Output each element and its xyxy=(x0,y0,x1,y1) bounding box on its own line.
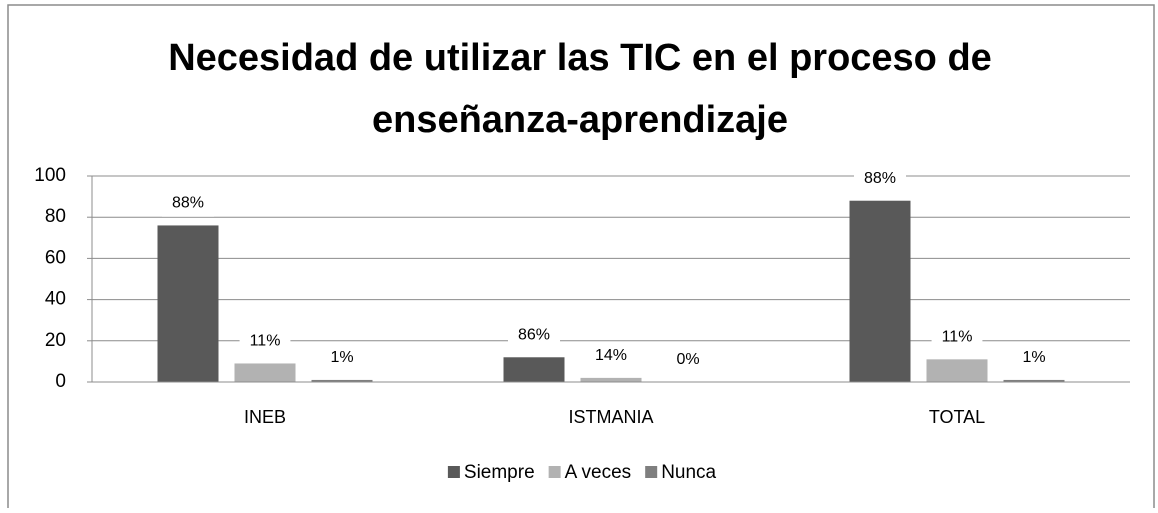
bar xyxy=(311,379,373,382)
data-label-bg xyxy=(161,189,215,217)
title-line: enseñanza-aprendizaje xyxy=(372,99,788,141)
bar xyxy=(926,359,988,382)
title-line: Necesidad de utilizar las TIC en el proc… xyxy=(168,37,992,79)
bar xyxy=(849,200,911,382)
legend: Siempre A veces Nunca xyxy=(447,462,717,483)
x-tick-label: ISTMANIA xyxy=(568,407,653,427)
data-label-bg xyxy=(666,346,710,374)
data-label: 1% xyxy=(330,349,353,366)
legend-label: A veces xyxy=(565,462,632,483)
data-label: 14% xyxy=(595,347,627,364)
data-label: 88% xyxy=(864,170,896,187)
y-tick-label: 80 xyxy=(45,206,66,227)
data-label-bg xyxy=(507,321,561,349)
bar xyxy=(1003,379,1065,382)
x-tick-label: INEB xyxy=(244,407,286,427)
data-label: 11% xyxy=(942,329,973,346)
y-tick-label: 60 xyxy=(45,247,66,268)
data-label: 88% xyxy=(172,195,204,212)
data-label: 11% xyxy=(250,333,281,350)
data-label-bg xyxy=(584,342,638,370)
data-label-bg xyxy=(853,164,907,192)
data-label: 86% xyxy=(518,326,550,343)
legend-label: Nunca xyxy=(661,462,716,483)
bar xyxy=(503,357,565,382)
data-label: 0% xyxy=(676,351,699,368)
data-label-bg xyxy=(931,323,983,351)
data-label-bg xyxy=(320,344,364,372)
y-tick-label: 100 xyxy=(34,165,66,186)
data-label: 1% xyxy=(1022,349,1045,366)
legend-swatch xyxy=(447,466,460,478)
data-label-bg xyxy=(239,327,291,355)
legend-label: Siempre xyxy=(464,462,535,483)
data-label-bg xyxy=(1012,344,1056,372)
y-tick-label: 20 xyxy=(45,330,66,351)
bar xyxy=(157,225,219,382)
chart-title: Necesidad de utilizar las TIC en el proc… xyxy=(168,37,992,141)
y-tick-label: 0 xyxy=(55,371,66,392)
x-tick-label: TOTAL xyxy=(929,407,985,427)
legend-swatch xyxy=(548,466,561,478)
legend-swatch xyxy=(645,466,658,478)
bar xyxy=(580,377,642,382)
y-tick-label: 40 xyxy=(45,289,66,310)
bar xyxy=(234,363,296,382)
